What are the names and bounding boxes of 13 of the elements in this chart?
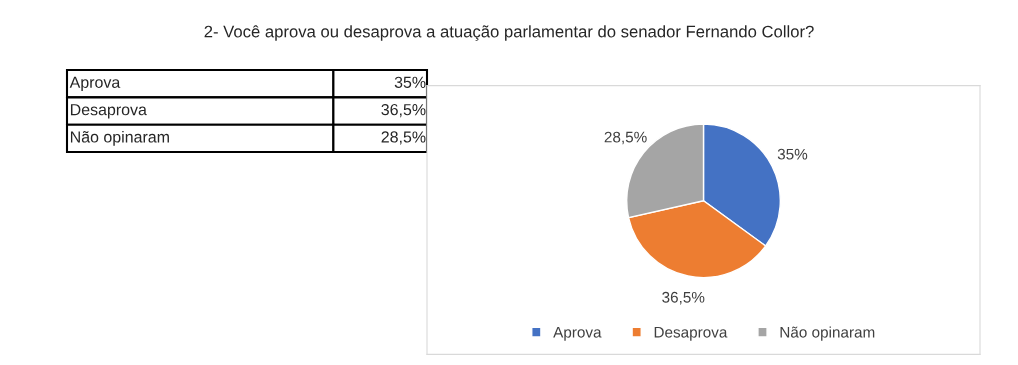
- text: 36,5%: [381, 103, 426, 118]
- chart-title: 2- Você aprova ou desaprova a atuação parlamentar do senador Fernando Collor?: [204, 25, 814, 41]
- legend-label: Aprova: [553, 326, 602, 341]
- text: 28,5%: [381, 131, 426, 145]
- category-label: Aprova: [69, 76, 121, 92]
- legend-label: Não opinaram: [780, 326, 875, 341]
- legend-label: Desaprova: [654, 326, 728, 341]
- data-label: 28,5%: [604, 131, 647, 145]
- data-label: 35%: [777, 148, 808, 160]
- data-label: 36,5%: [662, 291, 705, 305]
- text: 35%: [394, 76, 426, 88]
- category-label: Não opinaram: [70, 130, 169, 146]
- category-label: Desaprova: [70, 104, 147, 119]
